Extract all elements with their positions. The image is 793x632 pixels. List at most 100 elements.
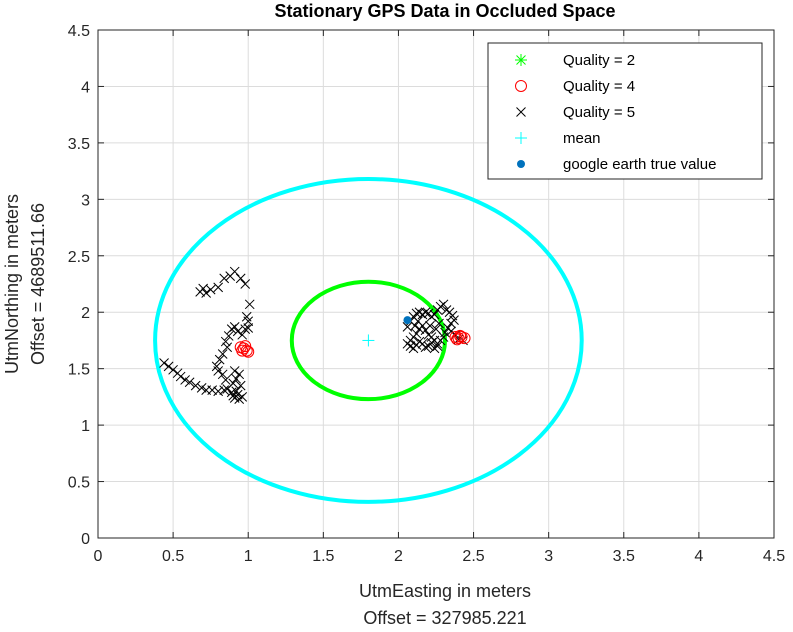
point-quality-5 [190, 380, 201, 391]
point-quality-5-stroke-b [219, 273, 230, 284]
point-quality-5-stroke-b [243, 316, 254, 327]
point-quality-5-stroke-b [190, 380, 201, 391]
x-tick-label: 1.5 [312, 548, 334, 565]
point-quality-4 [242, 345, 255, 358]
point-quality-5 [446, 318, 456, 329]
point-quality-5 [417, 309, 428, 320]
point-quality-5-stroke-b [219, 385, 230, 395]
point-quality-5-stroke-b [423, 329, 434, 340]
y-tick-label: 4.5 [68, 23, 90, 40]
point-quality-5-stroke-b [425, 320, 435, 331]
y-tick-label: 1 [81, 418, 90, 435]
point-quality-4 [239, 340, 252, 353]
point-quality-5 [243, 323, 254, 333]
point-quality-5 [402, 338, 413, 349]
point-quality-5 [431, 324, 441, 335]
point-quality-5-stroke-b [231, 386, 242, 397]
point-quality-5 [420, 342, 431, 353]
legend-symbol-quality-5-stroke-b [516, 107, 526, 117]
point-quality-5 [229, 322, 240, 332]
point-quality-5 [180, 375, 190, 385]
point-quality-5-stroke-b [240, 279, 251, 289]
point-quality-4 [237, 342, 250, 355]
point-quality-5 [201, 288, 212, 298]
point-quality-5 [211, 361, 222, 372]
point-quality-5-stroke-b [438, 299, 449, 310]
point-quality-5-stroke-b [441, 305, 452, 315]
x-axis-offset-label: Offset = 327985.221 [363, 608, 526, 628]
point-quality-5 [232, 326, 243, 337]
point-quality-5 [420, 307, 431, 318]
point-quality-5 [222, 342, 233, 353]
point-quality-5-stroke-b [450, 329, 461, 340]
point-quality-5 [432, 341, 443, 351]
legend-symbol-quality-2 [515, 54, 527, 66]
point-quality-4 [240, 344, 253, 357]
x-tick-label: 2 [394, 548, 403, 565]
point-quality-5-stroke-b [235, 273, 246, 284]
cyan-ellipse [153, 177, 584, 504]
y-tick-label: 2 [81, 305, 90, 322]
x-tick-label: 0.5 [162, 548, 184, 565]
point-quality-5-stroke-b [414, 336, 425, 347]
legend-symbol-quality-4 [515, 80, 527, 92]
y-tick-label: 0 [81, 531, 90, 548]
point-quality-5-stroke-b [402, 338, 413, 349]
legend-box [487, 42, 763, 180]
point-quality-5-stroke-b [240, 324, 251, 335]
plot-area-border [97, 29, 775, 539]
legend-label-quality-4: Quality = 4 [563, 78, 635, 95]
y-tick-label: 4 [81, 79, 90, 96]
point-quality-5 [435, 301, 446, 312]
point-quality-5 [411, 308, 422, 319]
point-quality-5-stroke-b [226, 324, 237, 335]
point-quality-5-stroke-b [434, 318, 444, 329]
point-quality-5-stroke-b [235, 380, 246, 391]
legend-symbol-quality-5 [516, 107, 526, 117]
x-tick-label: 4 [694, 548, 703, 565]
y-tick-label: 3 [81, 192, 90, 209]
point-quality-5-stroke-b [184, 377, 195, 388]
point-quality-5 [450, 329, 461, 340]
point-quality-5-stroke-b [411, 308, 422, 319]
point-quality-5-stroke-b [234, 394, 245, 405]
green-ellipse [289, 279, 448, 402]
point-quality-5-stroke-b [217, 349, 228, 359]
point-quality-5 [438, 299, 449, 310]
point-quality-5 [429, 309, 440, 320]
point-quality-5-stroke-b [232, 326, 243, 337]
point-quality-5-stroke-b [435, 301, 446, 312]
point-quality-5-stroke-b [214, 354, 225, 365]
point-quality-5 [213, 386, 224, 397]
point-quality-5 [207, 385, 218, 395]
point-quality-5-stroke-b [213, 386, 224, 397]
legend-label-true-value: google earth true value [563, 156, 716, 173]
point-quality-5-stroke-b [213, 366, 224, 376]
point-quality-5 [434, 318, 444, 329]
point-quality-5-stroke-b [402, 322, 413, 332]
point-quality-5 [195, 287, 206, 297]
point-quality-5-stroke-b [405, 341, 416, 351]
point-quality-5 [231, 386, 242, 397]
point-quality-5-stroke-b [237, 392, 248, 402]
point-quality-5 [429, 343, 440, 354]
point-quality-5-stroke-b [420, 307, 431, 318]
y-tick-label: 1.5 [68, 362, 90, 379]
y-tick-label: 0.5 [68, 475, 90, 492]
point-quality-5-stroke-b [244, 299, 255, 310]
point-quality-5-stroke-b [429, 343, 440, 354]
x-axis-label: UtmEasting in meters [359, 581, 531, 601]
point-quality-5 [235, 380, 246, 391]
point-quality-5-stroke-b [229, 366, 240, 376]
point-quality-5-stroke-b [196, 383, 207, 393]
legend: Quality = 2 Quality = 4 Quality = 5 mean… [487, 42, 763, 180]
point-quality-5 [213, 282, 224, 293]
point-quality-5-stroke-b [426, 337, 437, 348]
point-quality-5-stroke-b [237, 329, 248, 340]
point-quality-5-stroke-b [211, 361, 222, 372]
x-tick-label: 2.5 [462, 548, 484, 565]
point-quality-5 [413, 316, 423, 327]
point-quality-5 [423, 329, 434, 340]
point-quality-5 [217, 349, 228, 359]
point-quality-5 [217, 369, 228, 380]
